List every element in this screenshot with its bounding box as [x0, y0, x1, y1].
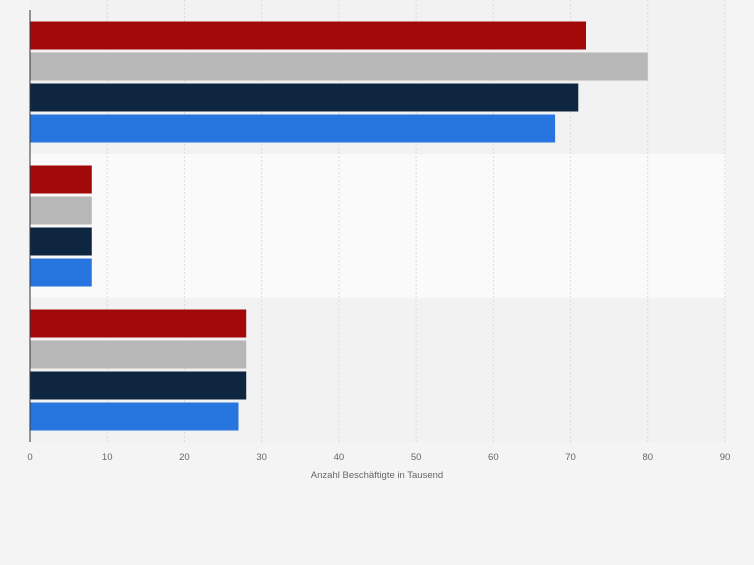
x-tick-labels: 0 10 20 30 40 50 60 70 80 90 [27, 452, 730, 463]
x-tick-label: 50 [411, 452, 422, 463]
bar [30, 258, 92, 287]
x-tick-label: 80 [642, 452, 653, 463]
x-tick-label: 0 [27, 452, 32, 463]
x-tick-label: 90 [720, 452, 731, 463]
bar [30, 21, 586, 50]
x-tick-label: 40 [334, 452, 345, 463]
bar [30, 52, 648, 81]
x-tick-label: 60 [488, 452, 499, 463]
bar [30, 227, 92, 256]
bar [30, 309, 247, 338]
bar [30, 114, 556, 143]
x-tick-label: 30 [256, 452, 267, 463]
bar [30, 165, 92, 194]
x-axis-title: Anzahl Beschäftigte in Tausend [311, 470, 443, 481]
x-tick-label: 20 [179, 452, 190, 463]
bar [30, 340, 247, 369]
category-band [30, 154, 725, 298]
bar [30, 196, 92, 225]
bar [30, 402, 239, 431]
bar [30, 371, 247, 400]
bars [30, 21, 648, 431]
x-tick-label: 70 [565, 452, 576, 463]
x-tick-label: 10 [102, 452, 113, 463]
bar [30, 83, 579, 112]
